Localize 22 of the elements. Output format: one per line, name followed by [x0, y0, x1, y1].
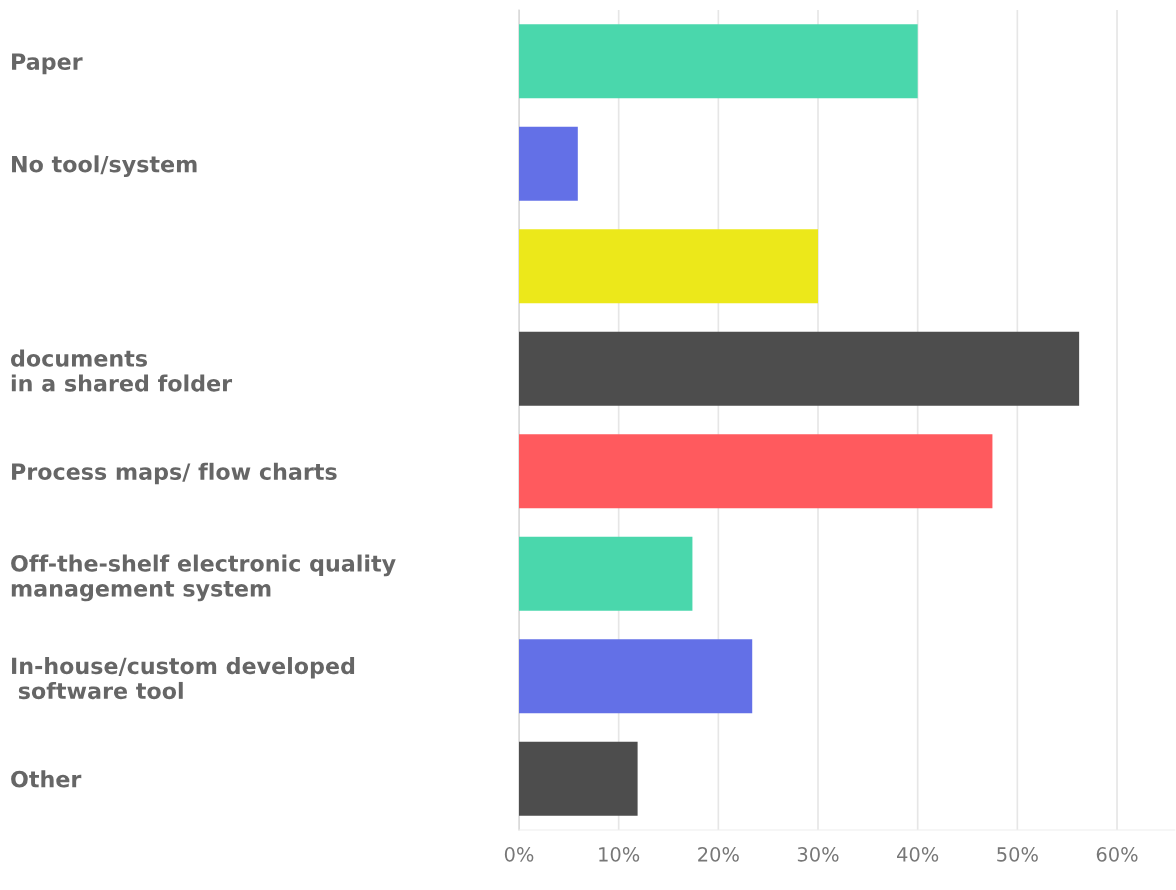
bar: [519, 126, 578, 201]
y-tick-label: Process maps/ flow charts: [12, 462, 337, 485]
x-tick-label: 50%: [997, 847, 1038, 862]
y-tick-label: No tool/system: [12, 155, 197, 177]
bar: [519, 331, 1080, 406]
x-tick-label: 10%: [599, 847, 640, 862]
bar: [519, 229, 819, 304]
x-tick-label: 30%: [797, 847, 839, 862]
bar: [519, 741, 638, 816]
x-tick-label: 20%: [698, 847, 739, 862]
y-tick-label: Off-the-shelf electronic quality management system: [11, 554, 396, 602]
bar: [519, 536, 693, 611]
y-tick-label: Other: [11, 770, 82, 788]
x-tick-label: 60%: [1096, 847, 1138, 862]
bar: [519, 24, 918, 99]
x-tick-label: 0%: [504, 847, 534, 862]
y-tick-label: In-house/custom developed software tool: [12, 657, 355, 700]
y-tick-label: documents in a shared folder: [11, 349, 233, 392]
y-tick-label: Paper: [12, 53, 83, 75]
bar: [519, 434, 993, 509]
x-tick-label: 40%: [897, 847, 939, 862]
bar: [519, 639, 753, 714]
